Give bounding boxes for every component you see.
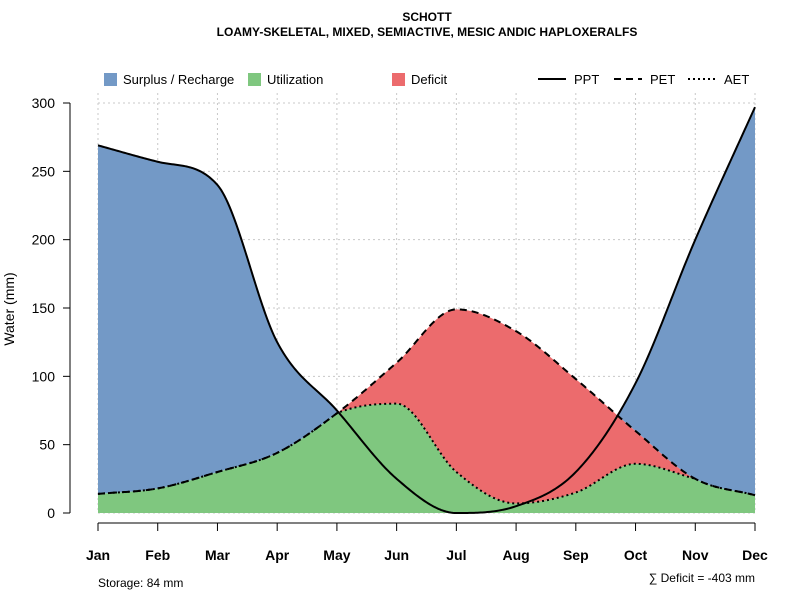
aet-line [97,402,756,505]
x-tick-label-mar: Mar [205,547,230,563]
legend-label-surplus: Surplus / Recharge [123,72,234,87]
y-tick-label: 50 [39,437,55,453]
x-tick-label-dec: Dec [742,547,768,563]
y-tick-label: 0 [47,505,55,521]
legend-label-utilization: Utilization [267,72,323,87]
area-fills [98,107,755,513]
deficit-note: ∑ Deficit = -403 mm [649,571,755,585]
legend-label-pet: PET [650,72,675,87]
axes: 0 50 100 150 200 250 300 Jan Feb Mar Apr May Jun Jul A… [32,95,768,563]
x-tick-label-jun: Jun [384,547,409,563]
legend-label-aet: AET [724,72,749,87]
x-tick-label-feb: Feb [145,547,170,563]
x-tick-label-jan: Jan [86,547,110,563]
storage-note: Storage: 84 mm [98,576,183,590]
x-tick-label-jul: Jul [446,547,466,563]
series-lines [97,106,756,514]
chart-title: SCHOTT [402,10,452,24]
legend: Surplus / Recharge Utilization Deficit P… [104,72,749,87]
y-tick-label: 100 [32,368,56,384]
x-tick-label-aug: Aug [502,547,529,563]
chart-subtitle: LOAMY-SKELETAL, MIXED, SEMIACTIVE, MESIC… [217,25,638,39]
y-tick-label: 250 [32,163,56,179]
legend-label-deficit: Deficit [411,72,448,87]
legend-label-ppt: PPT [574,72,599,87]
x-tick-label-nov: Nov [682,547,709,563]
y-tick-label: 300 [32,95,56,111]
legend-swatch-deficit [392,73,405,86]
y-tick-label: 200 [32,232,56,248]
legend-swatch-surplus [104,73,117,86]
x-tick-label-oct: Oct [624,547,648,563]
legend-swatch-utilization [248,73,261,86]
surplus-area [98,107,755,496]
ppt-line [97,106,756,514]
x-tick-label-apr: Apr [265,547,290,563]
y-tick-label: 150 [32,300,56,316]
y-axis-label: Water (mm) [1,272,17,345]
x-tick-label-sep: Sep [563,547,589,563]
x-tick-label-may: May [323,547,350,563]
